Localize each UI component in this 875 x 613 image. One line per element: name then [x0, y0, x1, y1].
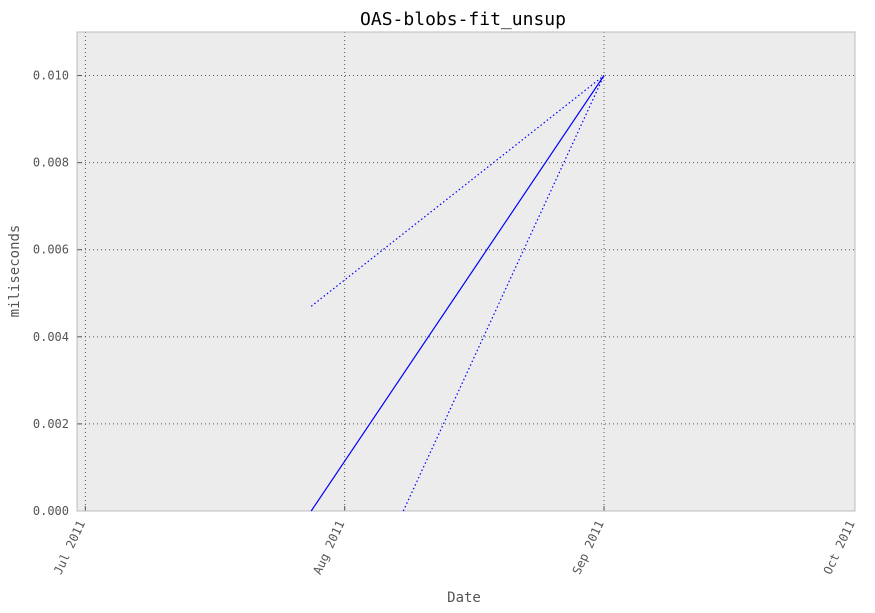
x-tick-label: Jul 2011: [51, 518, 88, 576]
x-axis-label: Date: [447, 590, 481, 606]
y-tick-label: 0.002: [33, 417, 69, 431]
y-tick-label: 0.010: [33, 69, 69, 83]
plot-frame: [76, 31, 856, 512]
x-tick-label: Oct 2011: [821, 518, 858, 576]
x-tick-label: Sep 2011: [570, 518, 607, 576]
x-tick-label: Aug 2011: [310, 518, 347, 576]
y-tick-label: 0.000: [33, 504, 69, 518]
series-group: [310, 75, 605, 512]
y-tick-label: 0.008: [33, 156, 69, 170]
y-tick-label: 0.004: [33, 330, 69, 344]
y-axis-label: miliseconds: [7, 225, 23, 318]
chart-title: OAS-blobs-fit_unsup: [360, 9, 566, 30]
y-tick-label: 0.006: [33, 243, 69, 257]
series-line-solid: [310, 75, 605, 512]
plot-area: [77, 32, 855, 511]
